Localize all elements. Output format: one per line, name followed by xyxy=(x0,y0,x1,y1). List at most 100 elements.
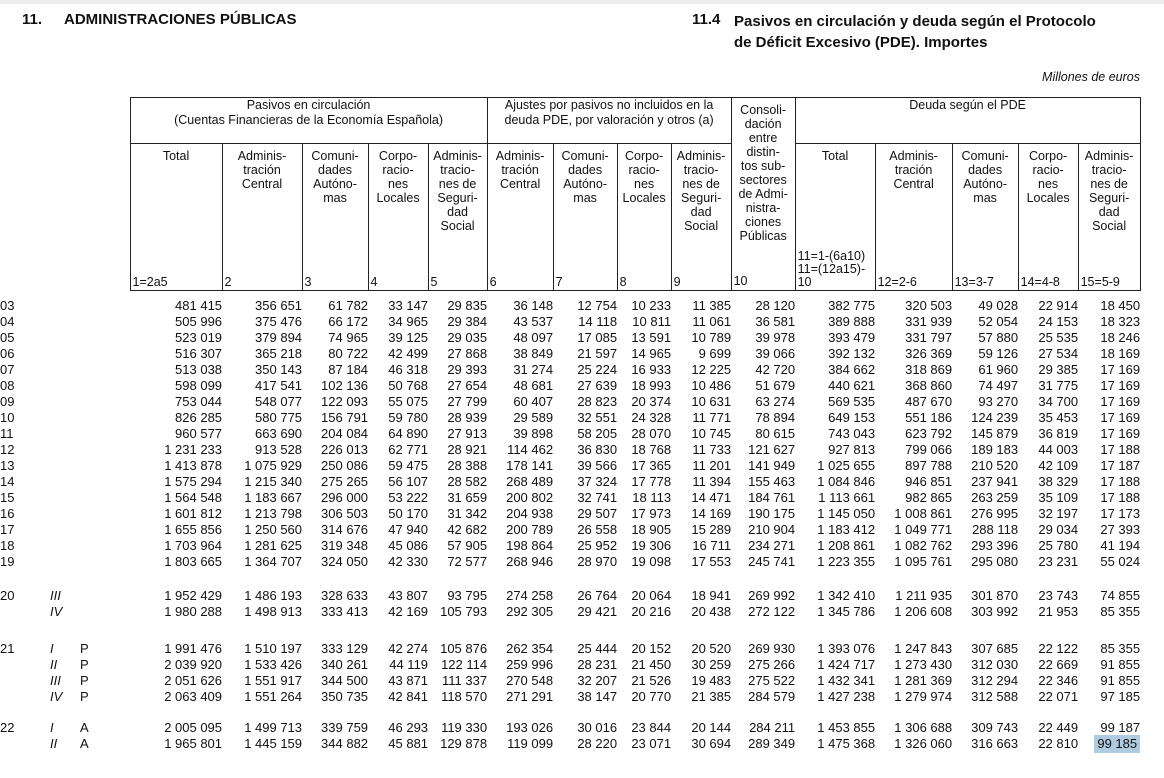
data-cell: 42 499 xyxy=(388,346,429,361)
data-cell: 178 141 xyxy=(506,458,554,473)
data-cell: 272 122 xyxy=(748,604,796,619)
data-cell: 36 819 xyxy=(1038,426,1079,441)
data-cell: 14 965 xyxy=(631,346,672,361)
data-cell: 59 475 xyxy=(388,458,429,473)
row-marker xyxy=(80,378,130,394)
data-cell: 16 711 xyxy=(692,538,732,553)
data-cell: 78 894 xyxy=(755,410,796,425)
data-cell: 1 364 707 xyxy=(244,554,303,569)
data-cell: 1 206 608 xyxy=(894,604,953,619)
data-cell: 375 476 xyxy=(255,314,303,329)
row-label-quarter xyxy=(50,506,80,522)
data-cell: 198 864 xyxy=(506,538,554,553)
data-cell: 29 589 xyxy=(513,410,554,425)
column-header-3: Comuni- dades Autóno- mas 3 xyxy=(301,143,369,291)
data-cell: 312 030 xyxy=(971,657,1019,672)
row-label-year: 07 xyxy=(0,362,15,377)
data-cell: 48 681 xyxy=(513,378,554,393)
data-cell: 1 655 856 xyxy=(164,522,223,537)
data-cell: 1 445 159 xyxy=(244,736,303,751)
data-cell: 29 507 xyxy=(577,506,618,521)
data-cell: 262 354 xyxy=(506,641,554,656)
data-cell: 11 385 xyxy=(692,298,732,313)
row-label-year: 14 xyxy=(0,474,15,489)
data-cell: 17 085 xyxy=(577,330,618,345)
data-cell: 10 811 xyxy=(632,314,672,329)
data-cell: 259 996 xyxy=(506,657,554,672)
row-label-year: 09 xyxy=(0,394,15,409)
data-table: Pasivos en circulación (Cuentas Financie… xyxy=(0,97,1141,753)
row-marker xyxy=(80,570,130,604)
data-cell: 1 084 846 xyxy=(817,474,876,489)
data-cell: 11 394 xyxy=(692,474,732,489)
column-header-consolidacion: Consoli- dación entre distin- tos sub- s… xyxy=(730,97,796,291)
data-cell: 927 813 xyxy=(828,442,876,457)
data-cell: 47 940 xyxy=(388,522,429,537)
table-row-20-III: 20 III 1 952 429 1 486 193 328 633 43 807 93 7… xyxy=(0,570,1140,604)
data-cell: 237 941 xyxy=(971,474,1019,489)
data-cell: 284 579 xyxy=(748,689,796,704)
data-cell: 1 991 476 xyxy=(164,641,223,656)
data-cell: 42 841 xyxy=(388,689,429,704)
data-cell: 389 888 xyxy=(828,314,876,329)
data-cell: 141 949 xyxy=(748,458,796,473)
row-label-quarter: I xyxy=(50,720,54,735)
data-cell: 119 099 xyxy=(507,736,554,751)
data-cell: 129 878 xyxy=(440,736,488,751)
data-cell: 18 113 xyxy=(632,490,672,505)
data-cell: 28 939 xyxy=(447,410,488,425)
data-cell: 39 566 xyxy=(577,458,618,473)
data-cell: 20 520 xyxy=(691,641,732,656)
row-label-year: 20 xyxy=(0,588,15,603)
data-cell: 17 973 xyxy=(631,506,672,521)
data-cell: 19 306 xyxy=(631,538,672,553)
data-cell: 32 207 xyxy=(577,673,618,688)
data-cell: 61 960 xyxy=(978,362,1019,377)
data-cell: 122 114 xyxy=(441,657,488,672)
column-header-8: Corpo- racio- nes Locales 8 xyxy=(616,143,672,291)
row-label-quarter xyxy=(50,554,80,570)
data-cell: 31 775 xyxy=(1038,378,1079,393)
data-cell: 417 541 xyxy=(255,378,303,393)
row-label-year: 11 xyxy=(0,426,14,441)
data-cell: 268 489 xyxy=(506,474,554,489)
data-cell: 23 743 xyxy=(1038,588,1079,603)
data-cell: 365 218 xyxy=(255,346,303,361)
data-cell: 29 393 xyxy=(447,362,488,377)
row-marker: A xyxy=(80,720,89,735)
data-cell: 309 743 xyxy=(971,720,1019,735)
row-label-year: 12 xyxy=(0,442,15,457)
data-cell: 66 172 xyxy=(328,314,369,329)
data-cell: 960 577 xyxy=(175,426,223,441)
row-label-quarter xyxy=(50,394,80,410)
data-cell: 368 860 xyxy=(905,378,953,393)
data-cell: 1 211 935 xyxy=(895,588,953,603)
data-cell: 649 153 xyxy=(828,410,876,425)
data-cell: 25 952 xyxy=(577,538,618,553)
data-cell: 45 086 xyxy=(388,538,429,553)
data-cell: 29 421 xyxy=(577,604,618,619)
data-cell: 111 337 xyxy=(442,673,488,688)
data-cell: 1 281 625 xyxy=(244,538,303,553)
column-header-row: Total 1=2a5 Adminis- tración Central 2 Com… xyxy=(0,143,1141,291)
data-cell: 58 205 xyxy=(577,426,618,441)
table-row-04: 04 505 996 375 476 66 172 34 965 29 384 43 537… xyxy=(0,314,1140,330)
row-label-quarter xyxy=(50,474,80,490)
column-header-7: Comuni- dades Autóno- mas 7 xyxy=(552,143,618,291)
row-label-quarter xyxy=(50,346,80,362)
data-cell: 324 050 xyxy=(321,554,369,569)
row-label-year: 04 xyxy=(0,314,15,329)
data-cell: 63 274 xyxy=(755,394,796,409)
data-cell: 29 385 xyxy=(1038,362,1079,377)
data-cell: 1 326 060 xyxy=(894,736,953,751)
data-cell: 28 970 xyxy=(577,554,618,569)
data-cell: 226 013 xyxy=(321,442,369,457)
data-cell: 10 631 xyxy=(691,394,732,409)
data-cell: 27 534 xyxy=(1038,346,1079,361)
table-row-15: 15 1 564 548 1 183 667 296 000 53 222 31 659 2… xyxy=(0,490,1140,506)
table-row-q-II: II P 2 039 920 1 533 426 340 261 44 119 122 11… xyxy=(0,657,1140,673)
row-marker xyxy=(80,314,130,330)
column-header-1: Total 1=2a5 xyxy=(129,143,223,291)
data-cell: 102 136 xyxy=(321,378,369,393)
data-cell: 72 577 xyxy=(447,554,488,569)
